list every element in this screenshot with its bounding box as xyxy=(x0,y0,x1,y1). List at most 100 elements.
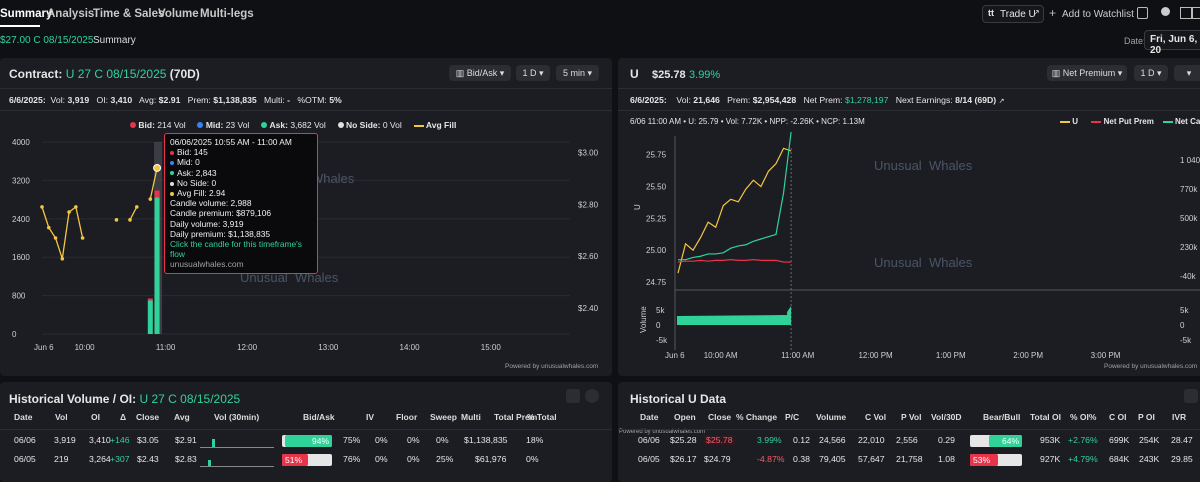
stats-date: 6/6/2025: xyxy=(9,95,46,105)
net-premium-label: Net Premium xyxy=(1062,68,1116,78)
bid-ask-bar: 94% xyxy=(282,435,332,447)
panel-icon[interactable] xyxy=(1192,7,1200,19)
calculator-icon[interactable] xyxy=(1137,7,1148,19)
tab-analysis[interactable]: Analysis xyxy=(47,8,95,20)
stats-prem: $1,138,835 xyxy=(213,95,257,105)
y-tick-label: 25.75 xyxy=(646,151,667,160)
column-header[interactable]: Bear/Bull xyxy=(983,412,1021,422)
row-open: $26.17 xyxy=(670,454,697,464)
tab-multi-legs[interactable]: Multi-legs xyxy=(200,8,254,20)
contract-crumb[interactable]: $27.00 C 08/15/2025 xyxy=(0,35,94,46)
column-header[interactable]: Total OI xyxy=(1030,412,1062,422)
column-header[interactable]: C OI xyxy=(1109,412,1127,422)
column-header[interactable]: Δ xyxy=(120,412,127,422)
avg-fill-point xyxy=(60,256,65,261)
column-header[interactable]: Total Prem xyxy=(494,412,538,422)
column-header[interactable]: % Change xyxy=(736,412,778,422)
column-header[interactable]: Close xyxy=(136,412,160,422)
column-header[interactable]: OI xyxy=(91,412,100,422)
column-header[interactable]: Vol/30D xyxy=(931,412,962,422)
hist-powered-by: Powered by unusualwhales.com xyxy=(619,429,706,435)
settings-icon[interactable] xyxy=(1161,7,1170,16)
legend-ncp[interactable]: Net Call P xyxy=(1162,117,1200,126)
date-picker[interactable]: Fri, Jun 6, 20 xyxy=(1144,30,1200,56)
column-header[interactable]: P/C xyxy=(785,412,800,422)
bear-bull-bar-fill xyxy=(970,454,998,466)
ticker-price-chart[interactable]: 24.75 25.00 25.25 25.50 25.75 U 5k 0 -5k Volume 1 … xyxy=(618,128,1200,364)
stats-avg: $2.91 xyxy=(158,95,181,105)
legend-mid[interactable]: Mid: 23 Vol xyxy=(197,120,249,130)
watermark-word-2: Whales xyxy=(294,270,339,285)
legend-u[interactable]: U xyxy=(1060,117,1078,126)
divider xyxy=(0,110,612,111)
plus-icon[interactable]: + xyxy=(1049,6,1057,20)
bid-ask-bar-fill xyxy=(282,454,308,466)
export-icon[interactable] xyxy=(566,389,580,403)
stats-prem-label: Prem: xyxy=(187,95,211,105)
column-header[interactable]: IV xyxy=(366,412,375,422)
column-header[interactable]: % Total xyxy=(527,412,557,422)
avg-fill-point xyxy=(128,218,132,222)
watermark-word-2: Whales xyxy=(928,255,973,270)
tooltip-line: Mid: 0 xyxy=(170,157,312,167)
row-floor: 0% xyxy=(375,435,388,445)
column-header[interactable]: Date xyxy=(14,412,33,422)
legend-npp[interactable]: Net Put Prem xyxy=(1091,117,1154,126)
bear-bull-bar: 53% xyxy=(970,454,1022,466)
external-link-icon[interactable]: ↗ xyxy=(998,98,1005,105)
column-header[interactable]: Sweep xyxy=(430,412,457,422)
row-floor: 0% xyxy=(375,454,388,464)
layout-icon[interactable] xyxy=(1180,7,1192,19)
column-header[interactable]: Avg xyxy=(174,412,190,422)
tab-summary[interactable]: Summary xyxy=(0,8,53,20)
column-header[interactable]: Date xyxy=(640,412,659,422)
column-header[interactable]: P OI xyxy=(1138,412,1155,422)
hist-volume-title-prefix: Historical Volume / OI: xyxy=(9,392,137,406)
x-tick-label: 12:00 PM xyxy=(858,351,893,360)
bid-ask-bar-label: 94% xyxy=(311,436,329,446)
interval-select[interactable]: 5 min ▾ xyxy=(556,65,599,81)
column-header[interactable]: Vol (30min) xyxy=(214,412,260,422)
tooltip-dot-icon xyxy=(170,161,174,166)
watchlist-link[interactable]: Add to Watchlist xyxy=(1062,9,1134,20)
row-date: 06/05 xyxy=(638,454,660,464)
legend-mid-label: Mid: xyxy=(205,120,224,130)
ticker-range-select[interactable]: 1 D ▾ xyxy=(1134,65,1168,81)
bid-ask-select[interactable]: ▥ Bid/Ask ▾ xyxy=(449,65,511,81)
bid-dot-icon xyxy=(130,122,136,128)
column-header[interactable]: Floor xyxy=(396,412,418,422)
legend-noside[interactable]: No Side: 0 Vol xyxy=(337,120,402,130)
export-icon[interactable] xyxy=(1184,389,1198,403)
y-tick-label: 0 xyxy=(12,330,17,339)
tooltip-flow-link[interactable]: Click the candle for this timeframe's fl… xyxy=(170,239,302,260)
tab-volume[interactable]: Volume xyxy=(158,8,199,20)
ticker-interval-select[interactable]: ▾ xyxy=(1174,65,1200,81)
column-header[interactable]: Multi xyxy=(461,412,481,422)
column-header[interactable]: Vol xyxy=(55,412,68,422)
powered-by[interactable]: Powered by unusualwhales.com xyxy=(1104,363,1198,370)
column-header[interactable]: C Vol xyxy=(865,412,887,422)
range-select[interactable]: 1 D ▾ xyxy=(516,65,550,81)
collapse-icon[interactable] xyxy=(585,389,599,403)
row-open: $25.28 xyxy=(670,435,697,445)
column-header[interactable]: IVR xyxy=(1172,412,1187,422)
column-header[interactable]: P Vol xyxy=(901,412,922,422)
column-header[interactable]: Bid/Ask xyxy=(303,412,335,422)
legend-bid-value: 214 Vol xyxy=(157,120,186,130)
powered-by[interactable]: Powered by unusualwhales.com xyxy=(505,363,599,370)
column-header[interactable]: Close xyxy=(708,412,732,422)
legend-bid[interactable]: Bid: 214 Vol xyxy=(130,120,186,130)
column-header[interactable]: Volume xyxy=(816,412,847,422)
column-header[interactable]: % OI% xyxy=(1070,412,1097,422)
options-volume-chart[interactable]: 0 800 1600 2400 3200 4000 $2.40 $2.60 $2.80 $3.00… xyxy=(0,128,612,364)
sparkline-bar xyxy=(208,460,211,466)
trade-button[interactable]: tt Trade U ↗ xyxy=(982,5,1044,23)
row-iv: 75% xyxy=(343,435,361,445)
legend-avgfill[interactable]: Avg Fill xyxy=(413,120,456,130)
tab-time-sales[interactable]: Time & Sales xyxy=(93,8,165,20)
legend-ask[interactable]: Ask: 3,682 Vol xyxy=(261,120,326,130)
column-header[interactable]: Open xyxy=(674,412,696,422)
net-premium-select[interactable]: ▥ Net Premium ▾ xyxy=(1047,65,1127,81)
row-pc: 0.12 xyxy=(793,435,810,445)
watermark-word-1: Unusual xyxy=(874,255,922,270)
